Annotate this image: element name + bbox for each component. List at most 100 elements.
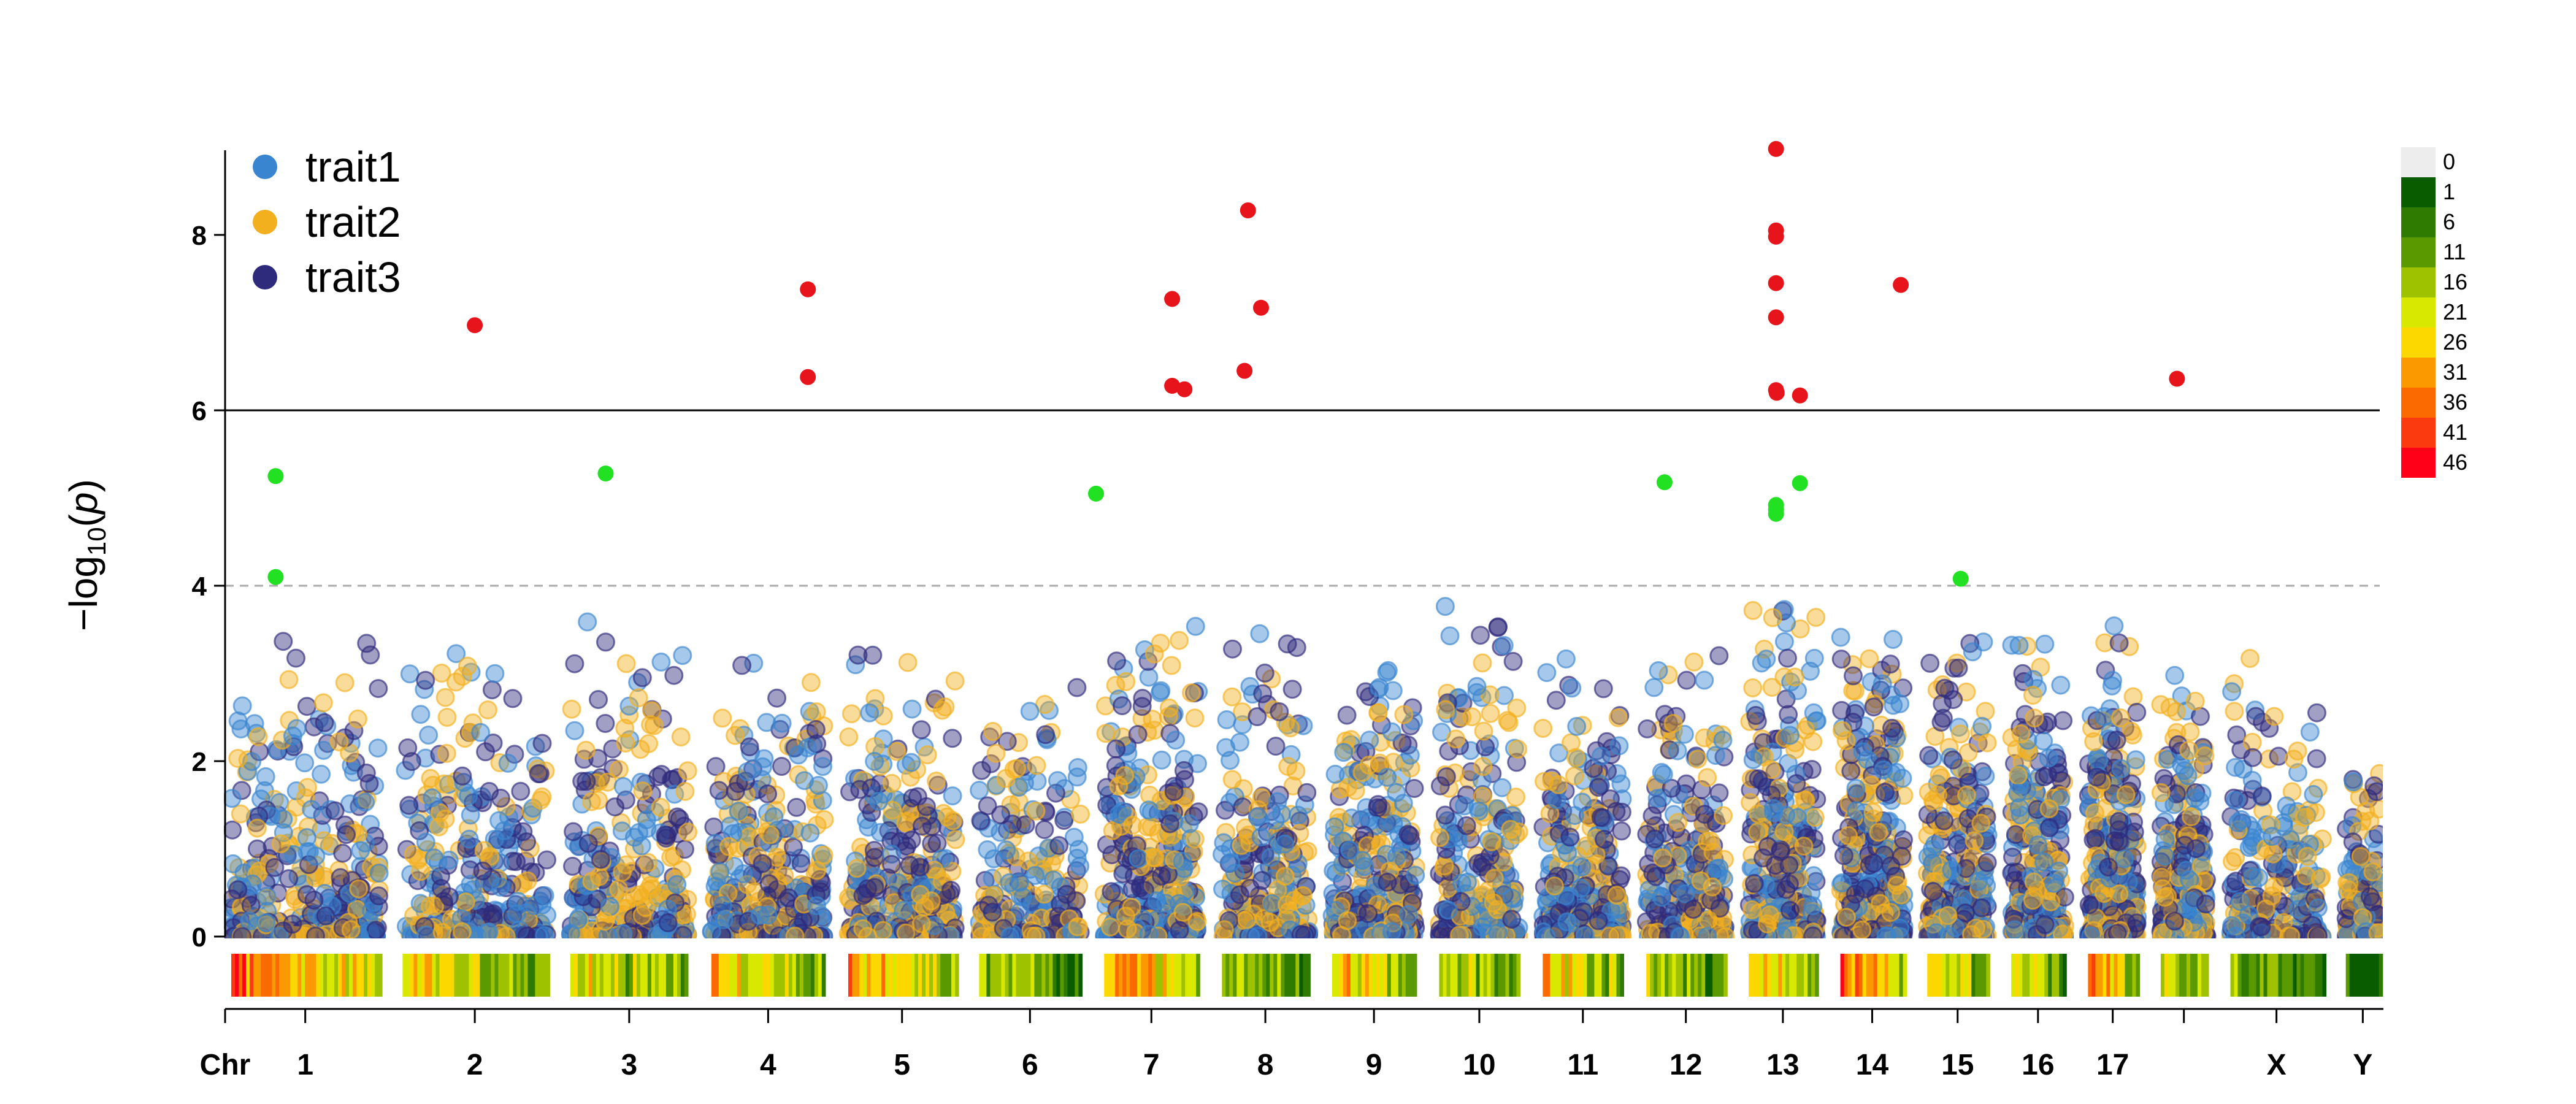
snp-point xyxy=(1764,803,1784,822)
snp-point xyxy=(1152,750,1171,770)
snp-point xyxy=(1027,772,1047,791)
snp-point xyxy=(315,713,334,732)
snp-point xyxy=(461,805,480,825)
snp-point xyxy=(702,921,721,938)
snp-point xyxy=(437,743,456,763)
snp-point xyxy=(1774,632,1794,651)
snp-point xyxy=(798,738,817,757)
snp-point xyxy=(1709,783,1729,803)
snp-point xyxy=(1869,822,1888,842)
snp-point xyxy=(1248,807,1267,827)
snp-point xyxy=(841,704,861,724)
snp-point xyxy=(419,726,439,745)
snp-point xyxy=(1695,670,1714,690)
snp-point xyxy=(535,926,554,938)
snp-point xyxy=(1027,756,1046,775)
snp-point xyxy=(807,702,826,722)
snp-point xyxy=(351,841,370,861)
snp-point xyxy=(1695,805,1714,824)
snp-point xyxy=(1181,683,1201,703)
snp-point xyxy=(578,834,598,853)
snp-point xyxy=(750,905,770,925)
snp-point xyxy=(224,820,242,840)
snp-point xyxy=(1100,917,1120,937)
snp-point xyxy=(361,815,380,834)
snp-point xyxy=(1281,718,1300,738)
snp-point xyxy=(1278,757,1298,776)
snp-point xyxy=(1250,624,1270,643)
snp-point xyxy=(970,781,989,800)
snp-point xyxy=(1069,840,1089,859)
snp-point xyxy=(1036,725,1056,745)
snp-point xyxy=(1714,806,1733,826)
snp-point xyxy=(1113,864,1133,884)
snp-point xyxy=(813,757,832,776)
snp-point xyxy=(369,886,388,906)
snp-point xyxy=(1549,775,1568,794)
snp-point xyxy=(1275,834,1295,854)
snp-point xyxy=(1965,831,1984,851)
snp-point xyxy=(758,784,778,803)
snp-point xyxy=(902,753,921,772)
snp-point xyxy=(767,688,787,708)
snp-point xyxy=(581,792,601,811)
snp-point xyxy=(1048,771,1067,791)
snp-point xyxy=(1166,730,1186,750)
snp-point xyxy=(447,644,466,664)
snp-point xyxy=(1562,733,1581,753)
snp-point xyxy=(785,926,805,938)
snp-point xyxy=(1378,767,1397,787)
snp-point xyxy=(651,797,670,817)
snp-point xyxy=(1057,884,1076,904)
snp-point xyxy=(1881,903,1901,922)
snp-point xyxy=(1758,837,1777,856)
snp-point xyxy=(1803,896,1823,916)
snp-point xyxy=(1556,649,1576,669)
snp-point xyxy=(250,742,269,761)
snp-point xyxy=(1644,678,1664,697)
snp-point xyxy=(356,792,375,812)
snp-point xyxy=(1571,878,1590,898)
snp-point xyxy=(416,832,435,852)
snp-point xyxy=(1873,674,1892,694)
snp-point xyxy=(941,881,961,900)
snp-point xyxy=(410,821,429,840)
snp-point xyxy=(1919,746,1939,765)
snp-point xyxy=(482,680,502,700)
snp-point xyxy=(760,825,780,845)
snp-point xyxy=(1864,853,1884,873)
snp-point xyxy=(1652,887,1671,907)
snp-point xyxy=(639,734,659,753)
snp-point xyxy=(1668,741,1687,761)
snp-point xyxy=(1934,811,1954,830)
background-points xyxy=(224,597,2383,938)
snp-point xyxy=(242,752,262,772)
snp-point xyxy=(1698,910,1718,930)
snp-point xyxy=(1133,689,1152,708)
snp-point xyxy=(1252,871,1272,890)
snp-point xyxy=(1230,885,1249,905)
snp-point xyxy=(1884,696,1903,715)
snp-point xyxy=(316,906,335,926)
snp-point xyxy=(865,751,884,771)
snp-point xyxy=(1607,886,1627,905)
snp-point xyxy=(1852,920,1872,938)
snp-point xyxy=(269,927,289,938)
snp-point xyxy=(1609,736,1629,756)
snp-point xyxy=(1438,900,1458,920)
snp-point xyxy=(887,742,907,761)
snp-point xyxy=(306,926,325,938)
snp-point xyxy=(1507,698,1527,718)
snp-point xyxy=(359,773,379,793)
snp-point xyxy=(1185,708,1205,728)
snp-point xyxy=(1376,845,1396,864)
snp-point xyxy=(1887,762,1906,782)
snp-point xyxy=(485,664,505,683)
snp-point xyxy=(1572,857,1592,877)
snp-point xyxy=(1950,724,1970,744)
snp-point xyxy=(661,848,681,867)
snp-point xyxy=(1589,778,1608,797)
snp-point xyxy=(458,656,477,676)
snp-point xyxy=(922,834,941,853)
snp-point xyxy=(1668,813,1688,832)
